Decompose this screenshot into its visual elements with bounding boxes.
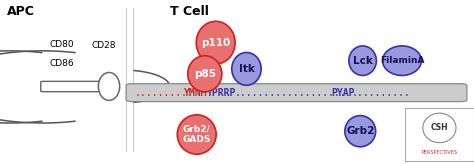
Ellipse shape — [196, 21, 235, 64]
Text: YMNM: YMNM — [184, 88, 208, 98]
Text: p85: p85 — [194, 69, 216, 79]
Ellipse shape — [345, 116, 375, 147]
FancyBboxPatch shape — [126, 84, 467, 102]
Text: Lck: Lck — [353, 56, 373, 66]
Text: Itk: Itk — [238, 64, 255, 74]
Text: CSH: CSH — [430, 123, 448, 132]
Ellipse shape — [232, 52, 261, 85]
Text: Grb2/
GADS: Grb2/ GADS — [182, 125, 211, 144]
Text: TPRRP: TPRRP — [207, 88, 236, 98]
Text: p110: p110 — [201, 38, 230, 48]
Text: CD80: CD80 — [50, 40, 74, 49]
Text: CD28: CD28 — [91, 41, 116, 50]
Text: ..........: .......... — [352, 88, 410, 98]
Text: T Cell: T Cell — [170, 5, 209, 18]
Text: Grb2: Grb2 — [346, 126, 374, 136]
Ellipse shape — [383, 46, 421, 75]
Ellipse shape — [99, 72, 119, 100]
Ellipse shape — [188, 56, 222, 92]
Ellipse shape — [349, 46, 376, 75]
Text: PYAP: PYAP — [331, 88, 355, 98]
Text: APC: APC — [8, 5, 35, 18]
Ellipse shape — [177, 115, 216, 154]
Text: ..........: .......... — [135, 88, 194, 98]
Text: FilaminA: FilaminA — [380, 56, 424, 65]
FancyBboxPatch shape — [405, 108, 474, 161]
Text: ...................: ................... — [235, 88, 346, 98]
FancyBboxPatch shape — [41, 81, 109, 92]
Text: PERSPECTIVES: PERSPECTIVES — [421, 150, 457, 155]
Text: CD86: CD86 — [50, 60, 74, 68]
Ellipse shape — [423, 113, 456, 143]
